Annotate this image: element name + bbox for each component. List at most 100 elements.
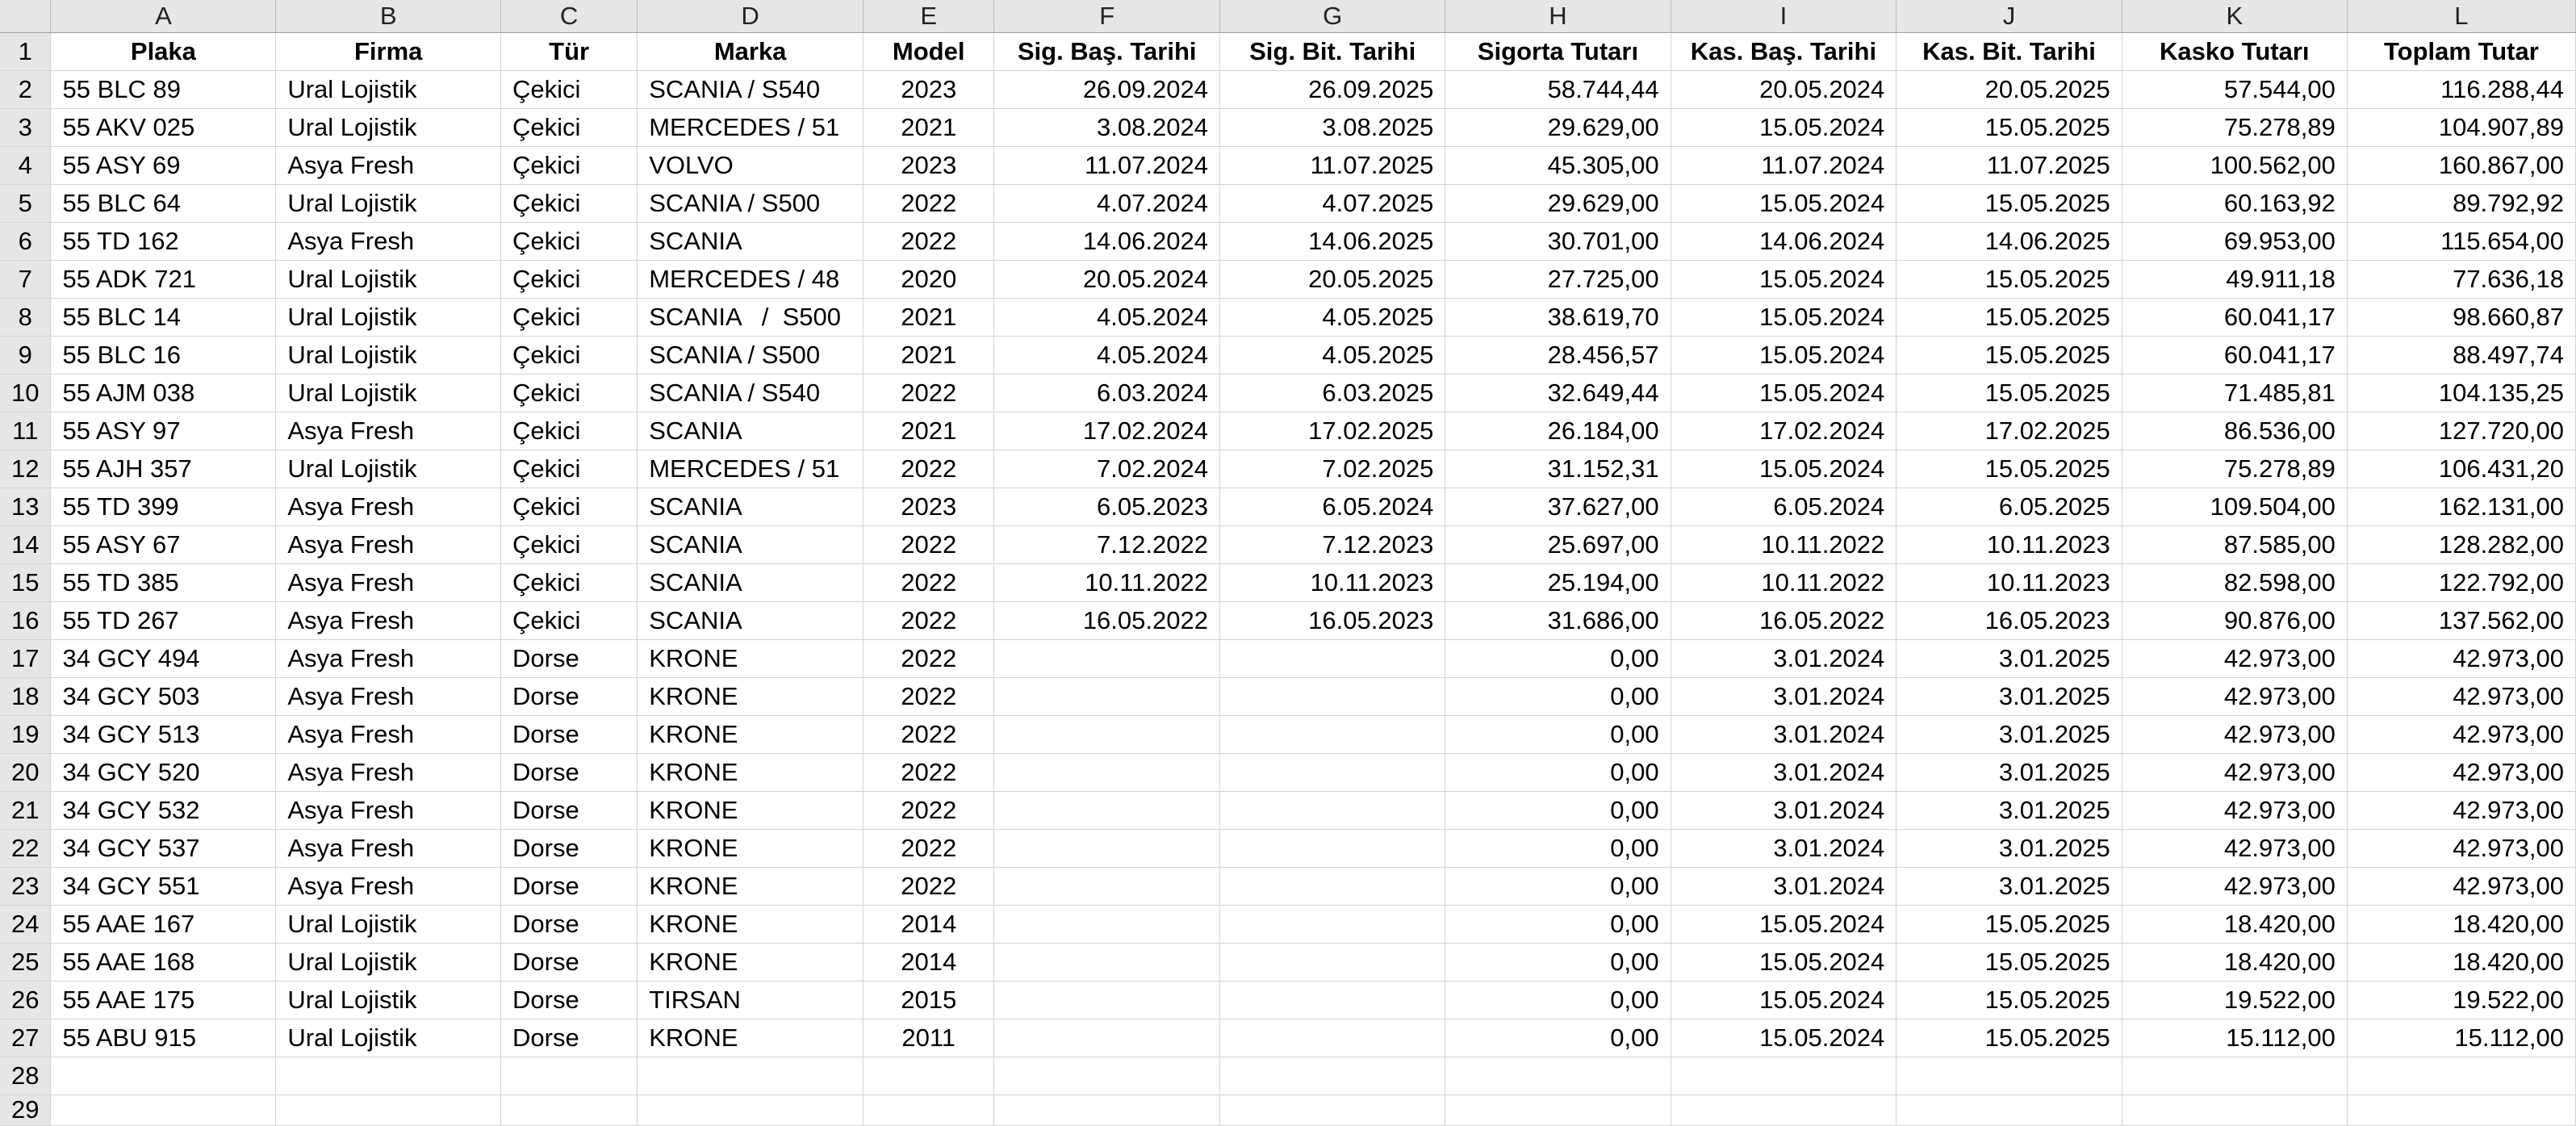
cell-c[interactable]: Dorse <box>500 677 638 716</box>
cell-c[interactable]: Dorse <box>500 791 638 830</box>
cell-g[interactable] <box>1219 677 1446 716</box>
cell-j[interactable]: 14.06.2025 <box>1896 222 2122 261</box>
cell-e[interactable]: 2011 <box>863 1019 995 1057</box>
cell-l[interactable]: 18.420,00 <box>2347 905 2576 944</box>
column-header-d[interactable]: D <box>637 0 864 33</box>
cell-i[interactable]: 3.01.2024 <box>1671 829 1897 868</box>
select-all-corner[interactable] <box>0 0 52 33</box>
cell-f[interactable] <box>993 829 1220 868</box>
cell-l[interactable]: 89.792,92 <box>2347 184 2576 223</box>
row-number[interactable]: 15 <box>0 563 52 602</box>
cell-b[interactable]: Asya Fresh <box>275 488 502 526</box>
cell-f[interactable] <box>993 715 1220 754</box>
cell-b[interactable] <box>275 1095 502 1126</box>
cell-l[interactable]: 42.973,00 <box>2347 829 2576 868</box>
cell-f[interactable]: 4.05.2024 <box>993 336 1220 375</box>
cell-h[interactable]: 32.649,44 <box>1445 374 1671 412</box>
cell-h[interactable]: 26.184,00 <box>1445 412 1671 450</box>
cell-k[interactable]: 15.112,00 <box>2122 1019 2348 1057</box>
cell-c[interactable]: Dorse <box>500 753 638 792</box>
cell-b[interactable]: Asya Fresh <box>275 753 502 792</box>
cell-d[interactable]: KRONE <box>637 905 864 944</box>
cell-k[interactable]: 42.973,00 <box>2122 639 2348 678</box>
cell-g[interactable] <box>1219 981 1446 1019</box>
cell-i[interactable]: 15.05.2024 <box>1671 1019 1897 1057</box>
cell-e[interactable] <box>863 1095 995 1126</box>
cell-g[interactable] <box>1219 943 1446 982</box>
cell-f[interactable] <box>993 905 1220 944</box>
cell-l[interactable]: 15.112,00 <box>2347 1019 2576 1057</box>
cell-g[interactable] <box>1219 715 1446 754</box>
cell-j[interactable]: 15.05.2025 <box>1896 1019 2122 1057</box>
cell-h[interactable]: 0,00 <box>1445 791 1671 830</box>
cell-k[interactable]: 60.041,17 <box>2122 336 2348 375</box>
cell-c[interactable]: Çekici <box>500 184 638 223</box>
cell-g[interactable] <box>1219 1057 1446 1095</box>
cell-a[interactable]: 34 GCY 551 <box>50 867 277 906</box>
cell-a[interactable]: 55 BLC 64 <box>50 184 277 223</box>
cell-h[interactable]: 31.152,31 <box>1445 450 1671 488</box>
row-number[interactable]: 10 <box>0 374 52 412</box>
cell-k[interactable]: 57.544,00 <box>2122 70 2348 109</box>
cell-j[interactable] <box>1896 1095 2122 1126</box>
cell-k[interactable]: 60.041,17 <box>2122 298 2348 337</box>
row-number[interactable]: 7 <box>0 260 52 299</box>
cell-f[interactable]: 11.07.2024 <box>993 146 1220 185</box>
cell-c[interactable]: Dorse <box>500 715 638 754</box>
cell-l[interactable]: 128.282,00 <box>2347 525 2576 564</box>
cell-f[interactable]: 4.05.2024 <box>993 298 1220 337</box>
cell-c[interactable]: Çekici <box>500 70 638 109</box>
row-number[interactable]: 20 <box>0 753 52 792</box>
cell-l[interactable] <box>2347 1057 2576 1095</box>
cell-l[interactable]: 18.420,00 <box>2347 943 2576 982</box>
cell-c[interactable]: Çekici <box>500 374 638 412</box>
cell-l[interactable]: 42.973,00 <box>2347 715 2576 754</box>
cell-c[interactable]: Çekici <box>500 450 638 488</box>
cell-c[interactable]: Çekici <box>500 525 638 564</box>
cell-i[interactable]: 16.05.2022 <box>1671 601 1897 640</box>
cell-k[interactable]: 86.536,00 <box>2122 412 2348 450</box>
cell-d[interactable]: KRONE <box>637 677 864 716</box>
cell-d[interactable]: KRONE <box>637 829 864 868</box>
row-number[interactable]: 29 <box>0 1095 52 1126</box>
cell-h[interactable]: 0,00 <box>1445 753 1671 792</box>
cell-h[interactable]: 31.686,00 <box>1445 601 1671 640</box>
row-number[interactable]: 2 <box>0 70 52 109</box>
column-header-j[interactable]: J <box>1896 0 2122 33</box>
cell-a[interactable]: 55 TD 162 <box>50 222 277 261</box>
cell-k[interactable] <box>2122 1057 2348 1095</box>
header-cell[interactable]: Firma <box>275 32 502 71</box>
cell-i[interactable]: 15.05.2024 <box>1671 981 1897 1019</box>
cell-b[interactable]: Ural Lojistik <box>275 905 502 944</box>
row-number[interactable]: 18 <box>0 677 52 716</box>
cell-d[interactable]: MERCEDES / 51 <box>637 450 864 488</box>
row-number[interactable]: 27 <box>0 1019 52 1057</box>
cell-h[interactable]: 38.619,70 <box>1445 298 1671 337</box>
cell-b[interactable]: Asya Fresh <box>275 829 502 868</box>
cell-g[interactable] <box>1219 1019 1446 1057</box>
cell-e[interactable]: 2021 <box>863 412 995 450</box>
header-cell[interactable]: Kas. Bit. Tarihi <box>1896 32 2122 71</box>
cell-b[interactable]: Asya Fresh <box>275 146 502 185</box>
column-header-c[interactable]: C <box>500 0 638 33</box>
cell-h[interactable]: 0,00 <box>1445 981 1671 1019</box>
cell-i[interactable] <box>1671 1057 1897 1095</box>
cell-g[interactable]: 6.05.2024 <box>1219 488 1446 526</box>
row-number[interactable]: 23 <box>0 867 52 906</box>
cell-d[interactable]: KRONE <box>637 753 864 792</box>
cell-c[interactable]: Çekici <box>500 336 638 375</box>
cell-l[interactable]: 88.497,74 <box>2347 336 2576 375</box>
cell-e[interactable]: 2022 <box>863 677 995 716</box>
cell-d[interactable]: SCANIA / S540 <box>637 374 864 412</box>
cell-e[interactable]: 2022 <box>863 563 995 602</box>
cell-f[interactable]: 4.07.2024 <box>993 184 1220 223</box>
cell-b[interactable]: Ural Lojistik <box>275 450 502 488</box>
header-cell[interactable]: Tür <box>500 32 638 71</box>
cell-d[interactable]: MERCEDES / 51 <box>637 108 864 147</box>
cell-a[interactable]: 34 GCY 520 <box>50 753 277 792</box>
cell-k[interactable]: 75.278,89 <box>2122 450 2348 488</box>
cell-i[interactable]: 10.11.2022 <box>1671 525 1897 564</box>
cell-d[interactable] <box>637 1057 864 1095</box>
cell-c[interactable]: Çekici <box>500 412 638 450</box>
cell-i[interactable]: 11.07.2024 <box>1671 146 1897 185</box>
